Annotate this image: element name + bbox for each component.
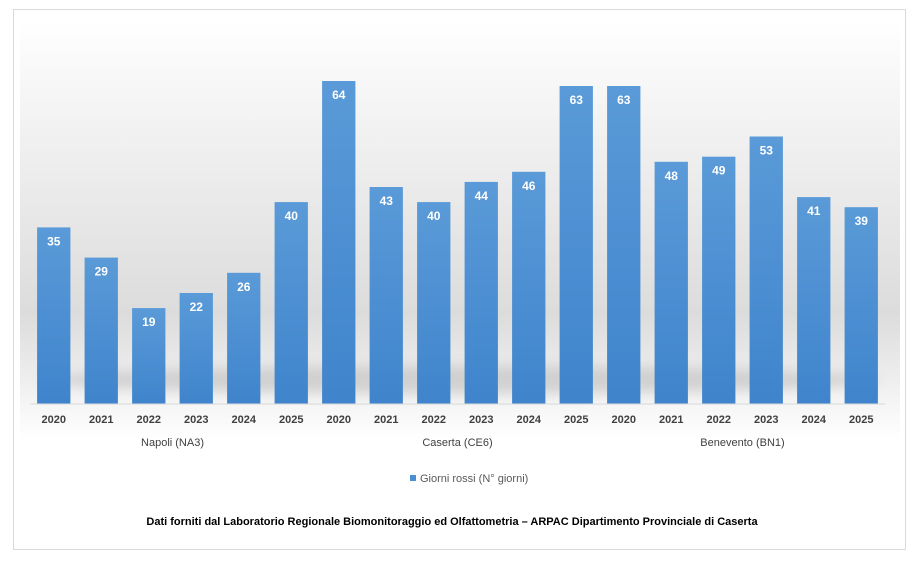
data-label: 41 — [807, 204, 821, 218]
group-label: Napoli (NA3) — [141, 437, 204, 449]
x-tick-label: 2020 — [327, 414, 351, 426]
x-tick-label: 2024 — [802, 414, 827, 426]
bar — [512, 171, 546, 404]
x-tick-label: 2022 — [137, 414, 161, 426]
data-label: 40 — [427, 209, 441, 223]
bar — [132, 308, 166, 404]
bar — [322, 81, 356, 404]
x-tick-label: 2025 — [849, 414, 873, 426]
x-tick-label: 2022 — [422, 414, 446, 426]
x-tick-label: 2023 — [469, 414, 493, 426]
legend-entry: Giorni rossi (N° giorni) — [420, 473, 528, 485]
x-tick-label: 2021 — [89, 414, 113, 426]
legend-swatch — [410, 475, 416, 481]
bar — [464, 181, 498, 404]
x-tick-label: 2024 — [517, 414, 542, 426]
data-label: 48 — [665, 169, 679, 183]
data-label: 49 — [712, 164, 726, 178]
legend: Giorni rossi (N° giorni) — [410, 473, 528, 485]
bar — [607, 86, 641, 404]
x-tick-label: 2021 — [374, 414, 398, 426]
x-tick-label: 2020 — [42, 414, 66, 426]
x-tick-label: 2023 — [184, 414, 208, 426]
group-label: Benevento (BN1) — [700, 437, 784, 449]
data-label: 39 — [855, 214, 869, 228]
x-tick-label: 2024 — [232, 414, 257, 426]
x-tick-label: 2021 — [659, 414, 683, 426]
data-label: 53 — [760, 144, 774, 158]
bar — [37, 227, 71, 404]
data-label: 46 — [522, 179, 536, 193]
bar — [179, 293, 213, 404]
bar — [274, 202, 308, 404]
x-tick-label: 2025 — [279, 414, 303, 426]
bar — [702, 156, 736, 404]
data-label: 26 — [237, 280, 251, 294]
data-label: 63 — [617, 93, 631, 107]
data-label: 40 — [285, 209, 299, 223]
bar — [84, 257, 118, 404]
bar — [227, 272, 261, 404]
data-label: 43 — [380, 194, 394, 208]
x-tick-label: 2025 — [564, 414, 588, 426]
bar — [417, 202, 451, 404]
x-tick-label: 2020 — [612, 414, 636, 426]
bar — [654, 161, 688, 404]
data-source-caption: Dati forniti dal Laboratorio Regionale B… — [146, 516, 758, 528]
data-label: 22 — [190, 300, 204, 314]
bar — [797, 197, 831, 404]
x-tick-label: 2022 — [707, 414, 731, 426]
bar — [369, 187, 403, 404]
group-label: Caserta (CE6) — [422, 437, 492, 449]
data-label: 29 — [95, 265, 109, 279]
data-label: 63 — [570, 93, 584, 107]
data-label: 35 — [47, 234, 61, 248]
bar — [749, 136, 783, 404]
data-label: 64 — [332, 88, 346, 102]
x-tick-label: 2023 — [754, 414, 778, 426]
bar — [559, 86, 593, 404]
data-label: 44 — [475, 189, 489, 203]
data-label: 19 — [142, 315, 156, 329]
bar — [844, 207, 878, 404]
